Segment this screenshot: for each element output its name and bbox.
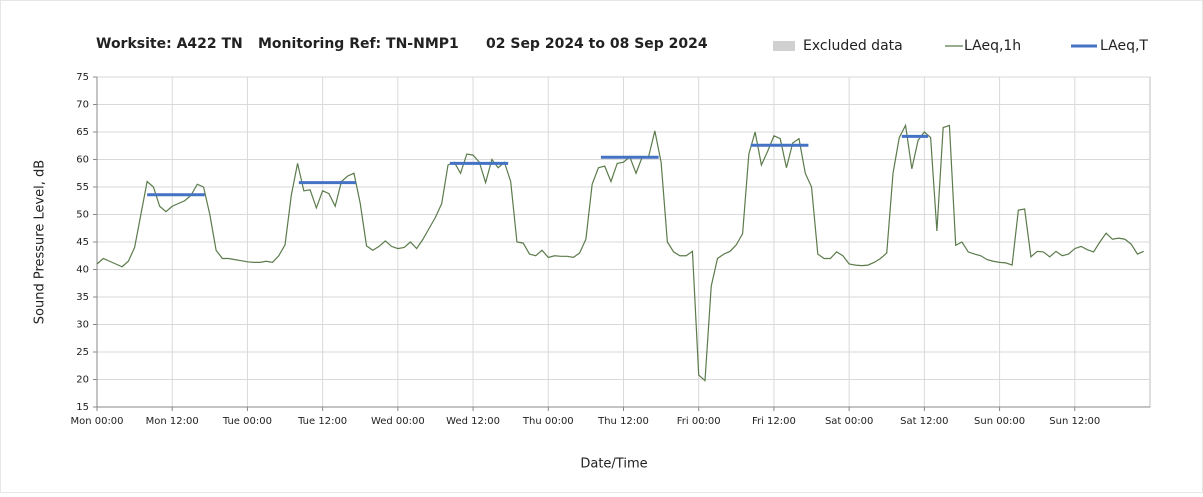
y-tick-label: 15: [76, 402, 89, 413]
x-tick-label: Tue 00:00: [222, 416, 272, 427]
x-tick-label: Mon 00:00: [70, 416, 123, 427]
title-dates: 02 Sep 2024 to 08 Sep 2024: [486, 36, 708, 52]
x-tick-label: Wed 00:00: [371, 416, 425, 427]
y-tick-label: 55: [76, 182, 89, 193]
y-axis-label: Sound Pressure Level, dB: [33, 160, 48, 324]
y-tick-label: 45: [76, 237, 89, 248]
legend-label: LAeq,1h: [964, 38, 1021, 54]
x-tick-label: Sat 00:00: [825, 416, 873, 427]
y-tick-label: 70: [76, 100, 89, 111]
x-tick-label: Tue 12:00: [297, 416, 347, 427]
y-tick-label: 50: [76, 210, 89, 221]
legend-swatch: [773, 41, 795, 51]
x-tick-label: Fri 12:00: [752, 416, 796, 427]
y-tick-label: 20: [76, 375, 89, 386]
legend-label: LAeq,T: [1100, 38, 1148, 54]
legend-label: Excluded data: [803, 38, 903, 54]
x-tick-label: Sun 00:00: [974, 416, 1025, 427]
x-tick-label: Fri 00:00: [677, 416, 721, 427]
x-tick-label: Thu 00:00: [522, 416, 574, 427]
x-tick-label: Wed 12:00: [446, 416, 500, 427]
series-line: [96, 123, 1144, 382]
y-tick-label: 60: [76, 155, 89, 166]
y-tick-label: 30: [76, 320, 89, 331]
title-ref: Monitoring Ref: TN-NMP1: [258, 36, 459, 52]
y-tick-label: 40: [76, 265, 89, 276]
x-tick-label: Sat 12:00: [900, 416, 948, 427]
x-tick-label: Sun 12:00: [1049, 416, 1100, 427]
x-tick-label: Mon 12:00: [146, 416, 199, 427]
y-tick-label: 65: [76, 127, 89, 138]
y-tick-label: 25: [76, 347, 89, 358]
x-axis-label: Date/Time: [580, 457, 647, 472]
title-worksite: Worksite: A422 TN: [96, 36, 243, 52]
y-tick-label: 35: [76, 292, 89, 303]
y-tick-label: 75: [76, 72, 89, 83]
x-tick-label: Thu 12:00: [597, 416, 649, 427]
